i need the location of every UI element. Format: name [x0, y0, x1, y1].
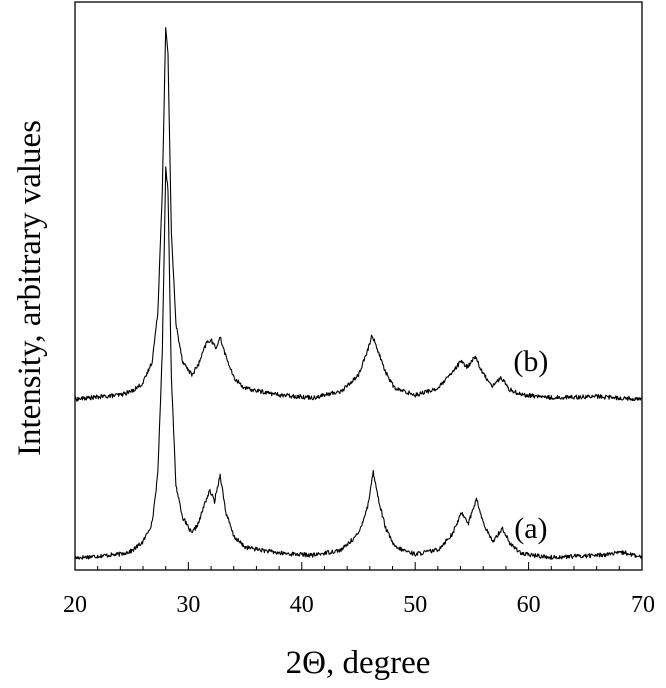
x-tick-label: 60 — [517, 592, 541, 618]
x-tick-label: 50 — [403, 592, 427, 618]
x-ticks — [74, 562, 643, 570]
traces — [74, 27, 643, 560]
series-line-0 — [74, 166, 643, 560]
series-label-0: (a) — [514, 512, 547, 545]
x-tick-label: 40 — [290, 592, 314, 618]
y-axis-title: Intensity, arbitrary values — [12, 120, 48, 456]
series-label-1: (b) — [513, 345, 548, 378]
x-axis-title: 2Θ, degree — [286, 645, 431, 681]
x-tick-label: 70 — [631, 592, 655, 618]
x-tick-label: 20 — [63, 592, 87, 618]
plot-frame — [74, 1, 643, 571]
series-line-1 — [74, 27, 643, 402]
x-tick-label: 30 — [176, 592, 200, 618]
x-tick-labels: 20 30 40 50 60 70 — [63, 592, 655, 618]
series-labels: (a) (b) — [513, 345, 548, 545]
